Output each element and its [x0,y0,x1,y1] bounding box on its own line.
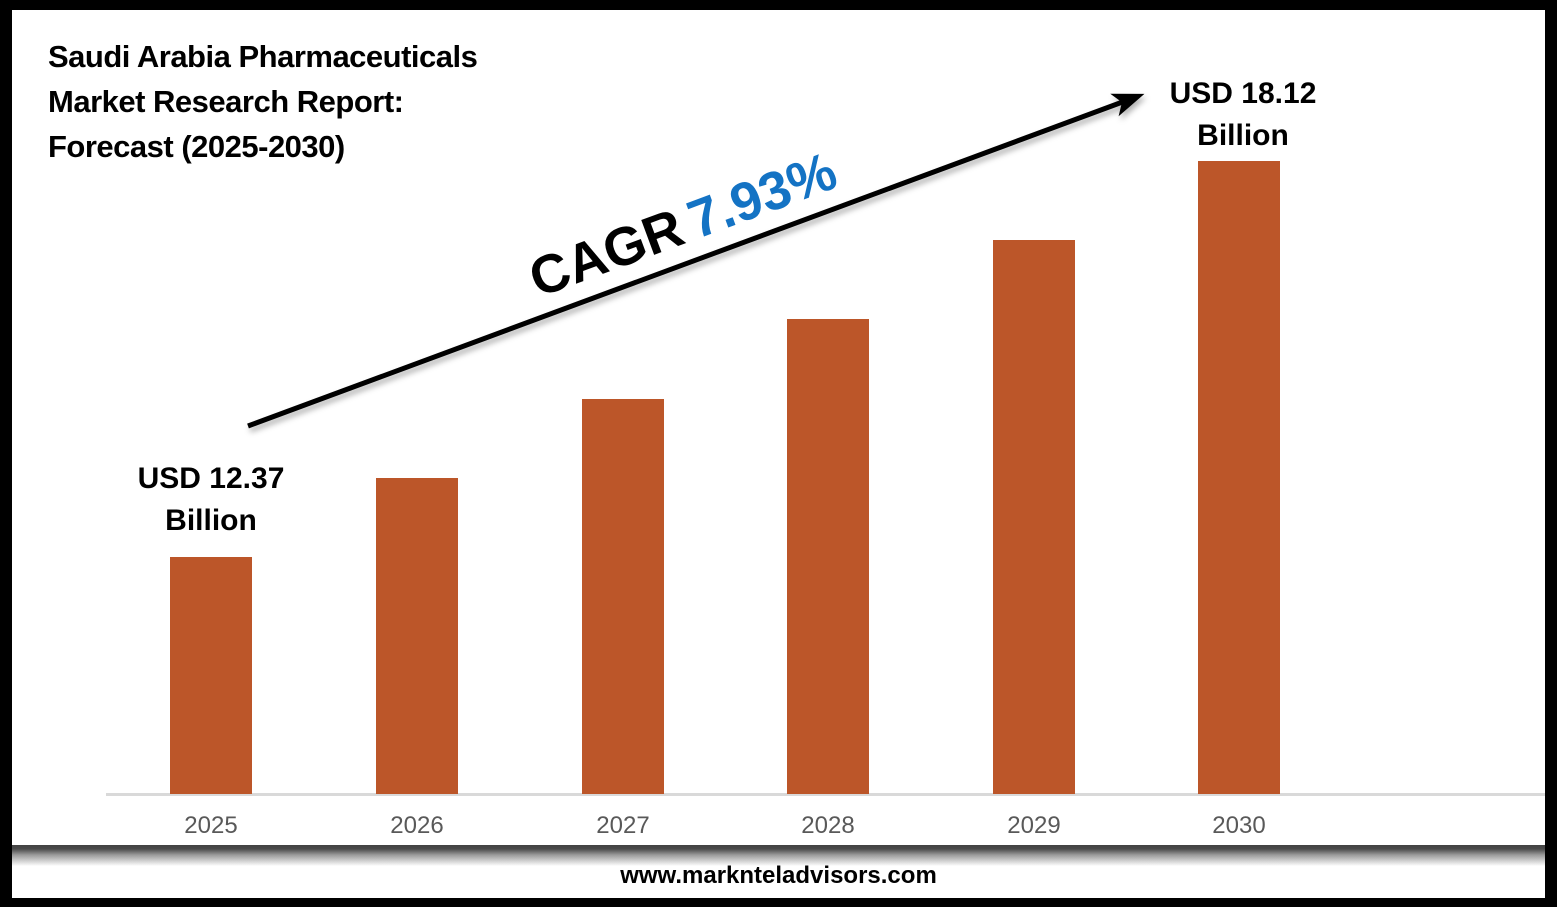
bar-2026 [376,478,458,794]
first-bar-value-line1: USD 12.37 [137,462,285,495]
cagr-label: CAGR7.93% [521,140,845,310]
bar-2029 [993,240,1075,794]
first-bar-value-label: USD 12.37 Billion [138,458,285,542]
last-bar-value-label: USD 18.12 Billion [1170,73,1317,157]
chart-title: Saudi Arabia Pharmaceuticals Market Rese… [48,34,478,169]
last-bar-value-line1: USD 18.12 [1169,77,1317,110]
x-axis-line [106,793,1545,796]
x-tick-2027: 2027 [596,812,650,839]
x-tick-2030: 2030 [1212,812,1266,839]
first-bar-value-line2: Billion [165,504,257,537]
chart-canvas: Saudi Arabia Pharmaceuticals Market Rese… [12,10,1545,898]
title-line-2: Market Research Report: [48,84,404,119]
bar-2030 [1198,161,1280,794]
x-tick-2026: 2026 [390,812,444,839]
bar-2025 [170,557,252,794]
cagr-value: 7.93% [680,140,845,251]
x-tick-2029: 2029 [1007,812,1061,839]
title-line-3: Forecast (2025-2030) [48,129,345,164]
last-bar-value-line2: Billion [1197,119,1289,152]
bar-2028 [787,319,869,794]
x-tick-2025: 2025 [184,812,238,839]
website-url: www.marknteladvisors.com [620,862,937,889]
footer-divider-shadow [12,845,1545,867]
x-tick-2028: 2028 [801,812,855,839]
cagr-prefix: CAGR [521,197,692,310]
title-line-1: Saudi Arabia Pharmaceuticals [48,39,478,74]
bar-2027 [582,399,664,794]
